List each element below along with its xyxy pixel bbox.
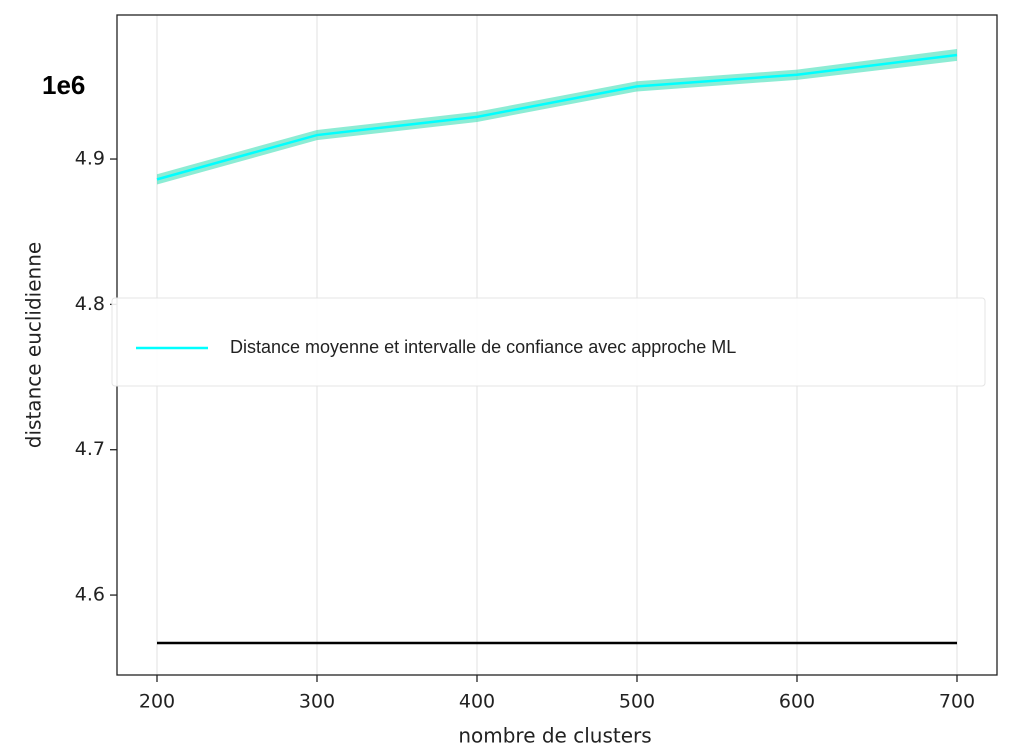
legend: Distance moyenne et intervalle de confia…: [111, 297, 986, 387]
y-tick-label: 4.8: [75, 293, 105, 315]
x-tick-label: 500: [619, 691, 655, 713]
x-axis-label: nombre de clusters: [458, 724, 651, 748]
x-tick-label: 200: [139, 691, 175, 713]
legend-label: Distance moyenne et intervalle de confia…: [230, 337, 736, 357]
x-tick-label: 300: [299, 691, 335, 713]
x-tick-label: 600: [779, 691, 815, 713]
x-tick-label: 400: [459, 691, 495, 713]
line: [156, 53, 958, 181]
confidence-band: [157, 49, 957, 185]
y-axis-label: distance euclidienne: [22, 242, 46, 448]
y-tick-label: 4.6: [75, 584, 105, 606]
x-tick-label: 700: [939, 691, 975, 713]
offset-label: 1e6: [42, 70, 85, 100]
y-tick-label: 4.9: [75, 148, 105, 170]
legend-box: [111, 297, 986, 387]
y-tick-label: 4.7: [75, 438, 105, 460]
